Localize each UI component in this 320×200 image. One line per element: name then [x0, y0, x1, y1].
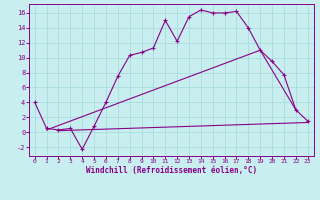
X-axis label: Windchill (Refroidissement éolien,°C): Windchill (Refroidissement éolien,°C): [86, 166, 257, 175]
